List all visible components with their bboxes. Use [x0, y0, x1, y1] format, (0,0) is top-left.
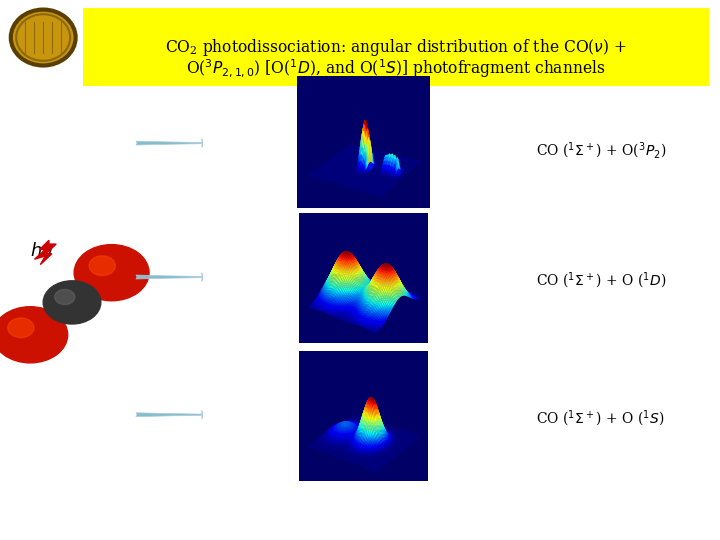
- Text: $h\upsilon$: $h\upsilon$: [30, 242, 53, 260]
- Circle shape: [43, 281, 101, 324]
- Circle shape: [0, 307, 68, 363]
- Text: CO ($^1\Sigma^+$) + O ($^1S$): CO ($^1\Sigma^+$) + O ($^1S$): [536, 408, 665, 429]
- Circle shape: [74, 245, 149, 301]
- Circle shape: [11, 10, 76, 65]
- Polygon shape: [35, 240, 56, 265]
- Circle shape: [89, 256, 115, 275]
- Circle shape: [55, 289, 75, 305]
- Text: O($^3P_{2,1,0}$) [O($^1D$), and O($^1S$)] photofragment channels: O($^3P_{2,1,0}$) [O($^1D$), and O($^1S$)…: [186, 58, 606, 80]
- Text: CO ($^1\Sigma^+$) + O($^3P_2$): CO ($^1\Sigma^+$) + O($^3P_2$): [536, 141, 667, 161]
- Circle shape: [8, 318, 34, 338]
- Text: $\mathregular{CO_2}$ photodissociation: angular distribution of the CO($\nu$) +: $\mathregular{CO_2}$ photodissociation: …: [165, 37, 627, 58]
- Circle shape: [12, 10, 75, 65]
- Text: CO ($^1\Sigma^+$) + O ($^1D$): CO ($^1\Sigma^+$) + O ($^1D$): [536, 271, 667, 291]
- FancyBboxPatch shape: [83, 8, 709, 86]
